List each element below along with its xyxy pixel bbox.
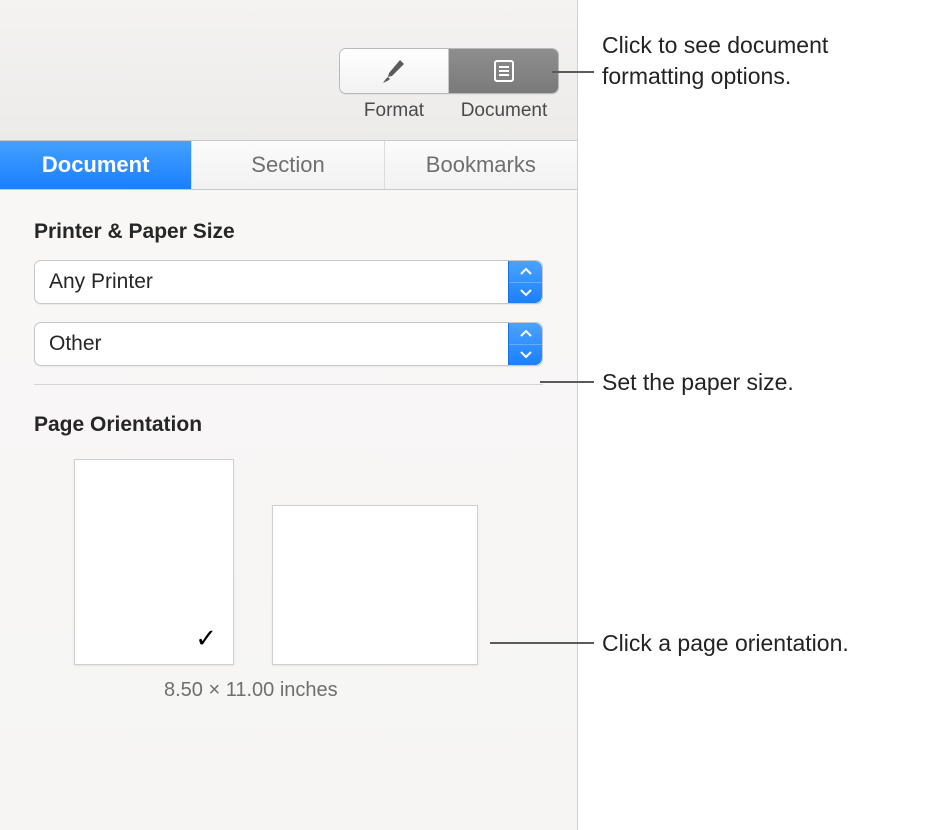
tab-document[interactable]: Document	[0, 141, 192, 189]
format-button[interactable]	[340, 49, 449, 93]
printer-paper-size-title: Printer & Paper Size	[34, 220, 543, 244]
document-lines-icon	[491, 58, 517, 84]
printer-popup-value: Any Printer	[49, 270, 153, 294]
document-label: Document	[449, 100, 559, 126]
chevron-up-icon	[520, 267, 532, 275]
popup-stepper-icon	[508, 261, 542, 303]
orientation-landscape[interactable]	[272, 505, 478, 665]
printer-popup[interactable]: Any Printer	[34, 260, 543, 304]
page-orientation-title: Page Orientation	[34, 413, 543, 437]
inspector-tabs: Document Section Bookmarks	[0, 140, 577, 190]
callout-document-button: Click to see document formatting options…	[602, 30, 912, 92]
chevron-down-icon	[520, 289, 532, 297]
callout-orientation: Click a page orientation.	[602, 628, 922, 659]
view-segmented-control	[339, 48, 559, 94]
callout-line	[552, 71, 594, 73]
chevron-up-icon	[520, 329, 532, 337]
paper-size-popup[interactable]: Other	[34, 322, 543, 366]
checkmark-icon: ✓	[195, 623, 217, 654]
brush-icon	[380, 57, 408, 85]
orientation-options: ✓	[74, 459, 543, 665]
callout-line	[540, 381, 594, 383]
document-button[interactable]	[449, 49, 558, 93]
tab-bookmarks[interactable]: Bookmarks	[385, 141, 577, 189]
format-label: Format	[339, 100, 449, 126]
inspector-panel: Format Document Document Section Bookmar…	[0, 0, 578, 830]
popup-stepper-icon	[508, 323, 542, 365]
tab-section[interactable]: Section	[192, 141, 384, 189]
toolbar: Format Document	[0, 0, 577, 140]
page-size-label: 8.50 × 11.00 inches	[164, 679, 543, 702]
segmented-labels: Format Document	[339, 100, 559, 126]
paper-size-popup-value: Other	[49, 332, 102, 356]
callout-paper-size: Set the paper size.	[602, 367, 912, 398]
orientation-portrait[interactable]: ✓	[74, 459, 234, 665]
chevron-down-icon	[520, 351, 532, 359]
section-divider	[34, 384, 543, 385]
callout-line	[490, 642, 594, 644]
